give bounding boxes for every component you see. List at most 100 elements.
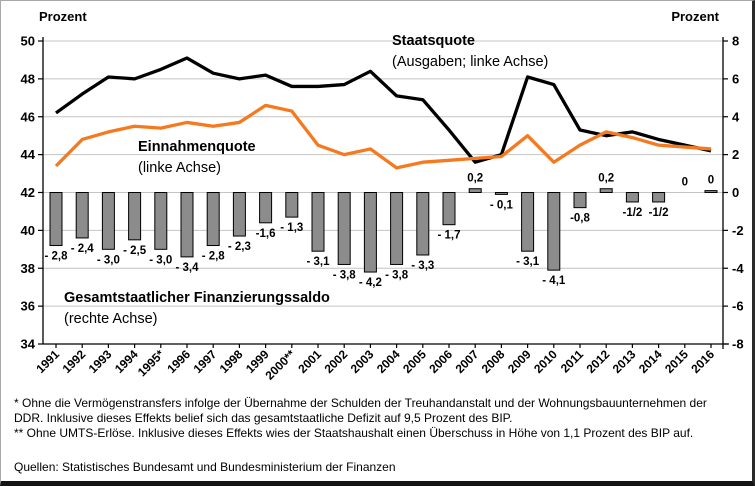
bar-label-1998: - 2,3 xyxy=(228,241,251,253)
left-axis-unit-label: Prozent xyxy=(39,9,87,24)
right-tick-label-0: 0 xyxy=(732,185,739,200)
bar-2006 xyxy=(442,192,456,226)
x-tick-label-2011: 2011 xyxy=(558,347,587,376)
bar-2010 xyxy=(547,192,561,271)
bar-label-2003: - 4,2 xyxy=(359,277,382,289)
right-tick-label-4: 4 xyxy=(732,109,740,124)
left-tick-label-42: 42 xyxy=(21,185,35,200)
bar-label-2005: - 3,3 xyxy=(411,260,434,272)
bar-label-2006: - 1,7 xyxy=(437,230,460,242)
bar-2004 xyxy=(390,192,404,265)
bar-label-2016: 0 xyxy=(708,175,714,187)
bar-label-1992: - 2,4 xyxy=(71,243,95,255)
bar-1993 xyxy=(101,192,115,250)
bar-1997 xyxy=(206,192,220,247)
x-tick-label-1996: 1996 xyxy=(164,347,193,376)
left-tick-label-46: 46 xyxy=(21,109,35,124)
bar-1991 xyxy=(49,192,63,247)
bar-label-1997: - 2,8 xyxy=(202,251,226,263)
bar-2011 xyxy=(573,192,587,209)
bar-label-2015: 0 xyxy=(682,177,688,189)
x-tick-label-1992: 1992 xyxy=(60,347,89,376)
bar-label-2012: 0,2 xyxy=(598,173,614,185)
bar-label-2013: -1/2 xyxy=(622,207,642,219)
source-line: Quellen: Statistisches Bundesamt und Bun… xyxy=(14,460,396,474)
x-tick-label-2002: 2002 xyxy=(322,347,351,376)
x-tick-label-2009: 2009 xyxy=(505,347,534,376)
right-tick-label-8: 8 xyxy=(732,34,739,49)
x-tick-label-2012: 2012 xyxy=(584,347,613,376)
x-tick-label-2014: 2014 xyxy=(636,347,665,376)
bar-2009 xyxy=(521,192,535,252)
x-tick-label-2004: 2004 xyxy=(374,347,403,376)
right-tick-label--8: -8 xyxy=(732,337,744,352)
left-tick-label-34: 34 xyxy=(21,337,36,352)
right-tick-label--4: -4 xyxy=(732,261,744,276)
right-tick-label--6: -6 xyxy=(732,299,744,314)
annotation-title-2: Einnahmenquote xyxy=(138,139,256,155)
left-tick-label-36: 36 xyxy=(21,299,35,314)
bar-label-2008: - 0,1 xyxy=(490,199,514,211)
left-tick-label-38: 38 xyxy=(21,261,35,276)
x-tick-label-2008: 2008 xyxy=(479,347,508,376)
bar-2012 xyxy=(599,188,613,193)
bar-label-2010: - 4,1 xyxy=(542,275,566,287)
footnote-line-3: ** Ohne UMTS-Erlöse. Inklusive dieses Ef… xyxy=(14,426,694,440)
bar-label-1999: -1,6 xyxy=(256,228,276,240)
x-tick-label-2005: 2005 xyxy=(400,347,429,376)
bar-1998 xyxy=(232,192,246,237)
right-axis-unit-label: Prozent xyxy=(671,9,719,24)
bar-2003 xyxy=(363,192,377,273)
bar-2007 xyxy=(468,188,482,193)
footnote-line-1: * Ohne die Vermögenstransfers infolge de… xyxy=(14,396,707,410)
left-tick-label-40: 40 xyxy=(21,223,35,238)
bar-label-2009: - 3,1 xyxy=(516,256,540,268)
right-tick-label-2: 2 xyxy=(732,147,739,162)
bar-label-1994: - 2,5 xyxy=(123,245,147,257)
annotation-subtitle-2: (linke Achse) xyxy=(138,160,221,176)
bar-2005 xyxy=(416,192,430,256)
x-tick-label-2015: 2015 xyxy=(662,347,691,376)
x-tick-label-2003: 2003 xyxy=(348,347,377,376)
x-tick-label-1995: 1995* xyxy=(135,347,167,379)
annotation-subtitle-1: (Ausgaben; linke Achse) xyxy=(392,54,548,70)
x-tick-label-2013: 2013 xyxy=(610,347,639,376)
annotation-title-1: Staatsquote xyxy=(392,33,475,49)
x-tick-label-2000: 2000** xyxy=(263,347,299,383)
x-tick-label-2006: 2006 xyxy=(426,347,455,376)
x-tick-label-1991: 1991 xyxy=(33,347,62,376)
bar-2014 xyxy=(652,192,666,203)
bar-2001 xyxy=(311,192,325,252)
x-tick-label-1998: 1998 xyxy=(217,347,246,376)
x-tick-label-2001: 2001 xyxy=(295,347,324,376)
bar-2008 xyxy=(494,192,508,195)
bar-label-2011: -0,8 xyxy=(570,213,590,225)
left-tick-label-48: 48 xyxy=(21,71,35,86)
x-tick-label-1993: 1993 xyxy=(86,347,115,376)
bar-label-2004: - 3,8 xyxy=(385,269,409,281)
bar-label-2002: - 3,8 xyxy=(333,269,357,281)
bar-label-1991: - 2,8 xyxy=(44,251,68,263)
bar-label-1996: - 3,4 xyxy=(175,262,199,274)
bar-1996 xyxy=(180,192,194,258)
bar-1994 xyxy=(128,192,142,241)
right-tick-label-6: 6 xyxy=(732,71,739,86)
annotation-subtitle-3: (rechte Achse) xyxy=(64,311,158,327)
bar-label-1993: - 3,0 xyxy=(97,254,120,266)
bar-2002 xyxy=(337,192,351,265)
bar-label-2000: - 1,3 xyxy=(280,222,303,234)
x-tick-label-2016: 2016 xyxy=(688,347,717,376)
bar-label-2007: 0,2 xyxy=(467,173,483,185)
bar-label-2014: -1/2 xyxy=(649,207,669,219)
x-tick-label-2010: 2010 xyxy=(531,347,560,376)
left-tick-label-50: 50 xyxy=(21,34,35,49)
bar-2013 xyxy=(625,192,639,203)
left-tick-label-44: 44 xyxy=(21,147,36,162)
einnahmenquote-line xyxy=(54,103,712,170)
bar-1992 xyxy=(75,192,89,239)
bar-1999 xyxy=(259,192,273,224)
right-tick-label--2: -2 xyxy=(732,223,744,238)
bar-label-1995: - 3,0 xyxy=(149,254,172,266)
